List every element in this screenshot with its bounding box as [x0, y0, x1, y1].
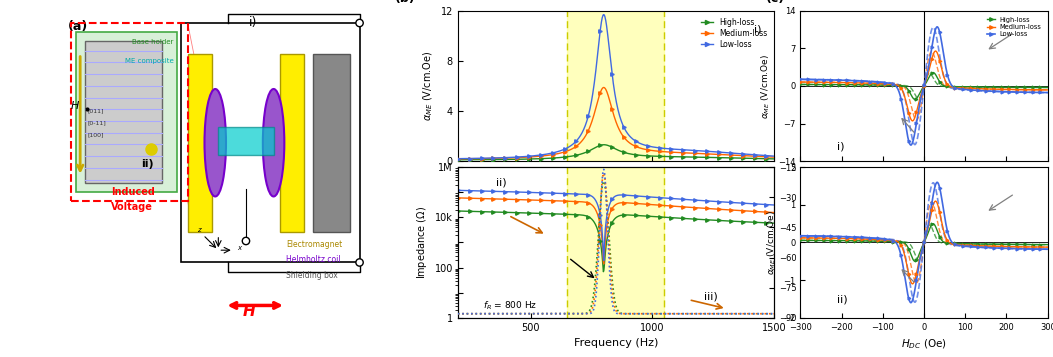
Text: Electromagnet: Electromagnet — [285, 240, 342, 249]
Text: ii): ii) — [141, 159, 154, 169]
Text: (b): (b) — [395, 0, 415, 5]
Text: H: H — [242, 304, 256, 319]
Bar — [76, 32, 177, 192]
Text: Induced: Induced — [111, 187, 155, 197]
Bar — [71, 23, 187, 201]
Text: i): i) — [754, 24, 761, 34]
Ellipse shape — [204, 89, 226, 196]
Text: (a): (a) — [67, 20, 88, 33]
Bar — [568, 167, 664, 318]
Y-axis label: Impedance ($\Omega$): Impedance ($\Omega$) — [415, 206, 429, 279]
Y-axis label: $\alpha_{ME}$ (V/cm.Oe): $\alpha_{ME}$ (V/cm.Oe) — [766, 210, 778, 275]
Bar — [314, 54, 351, 232]
Text: i): i) — [837, 141, 845, 151]
Bar — [85, 41, 161, 183]
Text: iii): iii) — [704, 292, 718, 302]
X-axis label: Frequency (Hz): Frequency (Hz) — [574, 338, 658, 348]
Bar — [280, 54, 304, 232]
Y-axis label: $\alpha_{ME}$ (V/cm.Oe): $\alpha_{ME}$ (V/cm.Oe) — [760, 54, 773, 119]
Circle shape — [356, 259, 363, 266]
Bar — [218, 127, 274, 155]
Bar — [568, 11, 664, 161]
Text: [011]: [011] — [87, 108, 104, 113]
Text: i): i) — [249, 16, 257, 29]
Circle shape — [356, 19, 363, 27]
Text: Shielding box: Shielding box — [285, 271, 338, 280]
Text: z: z — [197, 227, 200, 233]
Legend: High-loss, Medium-loss, Low-loss: High-loss, Medium-loss, Low-loss — [698, 15, 770, 52]
Ellipse shape — [263, 89, 284, 196]
Text: ii): ii) — [837, 295, 848, 305]
Text: Helmholtz coil: Helmholtz coil — [285, 256, 340, 265]
Y-axis label: $\alpha_{ME}$ (V/cm.Oe): $\alpha_{ME}$ (V/cm.Oe) — [421, 51, 435, 121]
Text: H: H — [71, 101, 79, 111]
Text: $f_R$ = 800 Hz: $f_R$ = 800 Hz — [483, 300, 537, 312]
X-axis label: $H_{DC}$ (Oe): $H_{DC}$ (Oe) — [901, 337, 947, 351]
Legend: High-loss, Medium-loss, Low-loss: High-loss, Medium-loss, Low-loss — [984, 14, 1045, 40]
Bar — [181, 23, 359, 262]
Text: Voltage: Voltage — [111, 202, 153, 212]
Text: x: x — [237, 245, 241, 251]
Text: [0-11]: [0-11] — [87, 120, 106, 125]
Text: ME composite: ME composite — [125, 58, 174, 64]
Text: (c): (c) — [766, 0, 784, 5]
Text: Base holder: Base holder — [133, 40, 174, 45]
Bar — [187, 54, 213, 232]
Y-axis label: Theta (deg.): Theta (deg.) — [802, 212, 812, 272]
Circle shape — [242, 237, 250, 245]
Text: ii): ii) — [496, 177, 506, 187]
Text: [100]: [100] — [87, 132, 104, 137]
